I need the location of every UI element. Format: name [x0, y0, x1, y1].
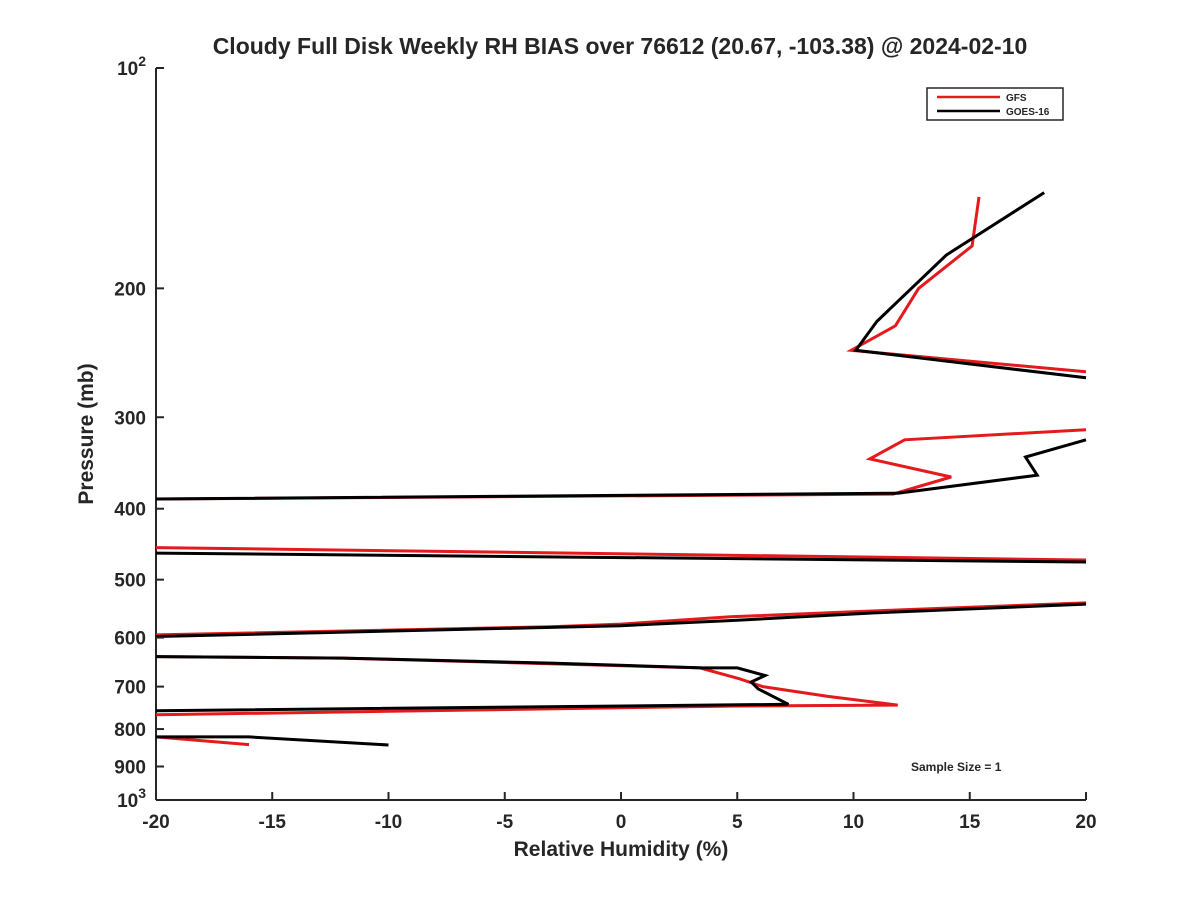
sample-size-annotation: Sample Size = 1: [911, 760, 1002, 774]
x-tick-label: 5: [732, 812, 743, 833]
y-tick-label: 103: [117, 785, 146, 812]
y-tick-label: 600: [114, 629, 146, 650]
x-tick-label: -5: [496, 812, 513, 833]
legend: GFS GOES-16: [926, 87, 1064, 121]
y-tick-label: 800: [114, 720, 146, 741]
x-tick-label: 15: [959, 812, 981, 833]
series-goes16-segment-5: [156, 735, 389, 747]
y-tick-label: 400: [114, 500, 146, 521]
y-tick-label: 900: [114, 758, 146, 779]
y-tick-label: 300: [114, 408, 146, 429]
y-tick-label: 200: [114, 279, 146, 300]
series-goes16-segment-2: [155, 551, 1087, 564]
series-gfs-segment-3: [155, 601, 1087, 637]
y-axis-label: Pressure (mb): [75, 363, 98, 504]
series-gfs-segment-1: [155, 428, 1087, 501]
x-ticks: -20 -15 -10 -5 0 5 10 15 20: [142, 792, 1097, 833]
y-ticks: 102 200 300 400 500 600 700 800 900 103: [114, 53, 164, 812]
y-tick-label: 700: [114, 678, 146, 699]
x-tick-label: 20: [1075, 812, 1096, 833]
x-tick-label: -15: [259, 812, 287, 833]
y-tick-label: 102: [117, 53, 146, 80]
x-tick-label: -10: [375, 812, 402, 833]
legend-label-gfs: GFS: [1006, 93, 1027, 104]
series-layer: [155, 191, 1087, 747]
series-gfs-segment-0: [846, 196, 1087, 374]
series-goes16-segment-0: [853, 191, 1087, 380]
y-tick-label: 500: [114, 571, 146, 592]
series-gfs-segment-2: [155, 546, 1087, 562]
x-axis-label: Relative Humidity (%): [514, 838, 729, 861]
series-goes16-segment-4: [155, 655, 790, 713]
plot-area: -20 -15 -10 -5 0 5 10 15 20 102 200 300 400 500 600 70…: [114, 53, 1096, 833]
series-goes16-segment-1: [155, 438, 1087, 501]
x-tick-label: -20: [142, 812, 169, 833]
legend-box: [926, 87, 1064, 121]
x-tick-label: 10: [843, 812, 864, 833]
series-goes16-segment-3: [155, 602, 1087, 638]
legend-label-goes16: GOES-16: [1006, 107, 1050, 118]
chart-title: Cloudy Full Disk Weekly RH BIAS over 766…: [213, 33, 1028, 59]
x-tick-label: 0: [616, 812, 627, 833]
